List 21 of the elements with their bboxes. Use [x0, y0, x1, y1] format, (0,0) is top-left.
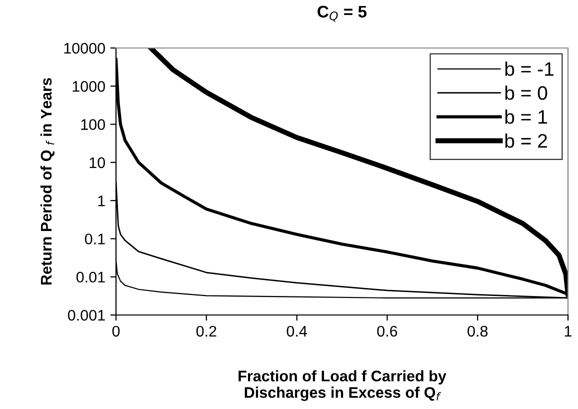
legend-label: b = 0 [505, 86, 548, 100]
legend-label: b = 2 [505, 133, 547, 148]
x-tick-label: 0.6 [377, 326, 398, 337]
x-tick-label: 0.2 [196, 326, 216, 337]
legend-label: b = -1 [505, 62, 554, 76]
x-tick-label: 0 [112, 326, 120, 337]
y-tick-label: 0.01 [76, 272, 105, 283]
x-tick-label: 0.8 [468, 326, 488, 337]
y-tick-label: 1000 [72, 81, 105, 92]
y-tick-label: 10000 [64, 42, 105, 54]
y-tick-label: 1 [98, 196, 105, 206]
chart-title: C$_{Q}$ = 5 [318, 6, 367, 22]
y-tick-label: 100 [81, 119, 105, 130]
x-tick-label: 0.4 [286, 326, 307, 337]
x-axis-title: Fraction of Load f Carried by Discharges in Excess of Q$_{f}$ [238, 370, 446, 401]
y-tick-label: 10 [90, 157, 105, 168]
y-tick-label: 0.1 [84, 234, 105, 244]
y-tick-label: 0.001 [68, 310, 105, 321]
x-tick-label: 1 [564, 326, 572, 336]
legend-label: b = 1 [505, 110, 547, 124]
y-axis-title: Return Period of Q $_{f}$ in Years [40, 78, 55, 285]
